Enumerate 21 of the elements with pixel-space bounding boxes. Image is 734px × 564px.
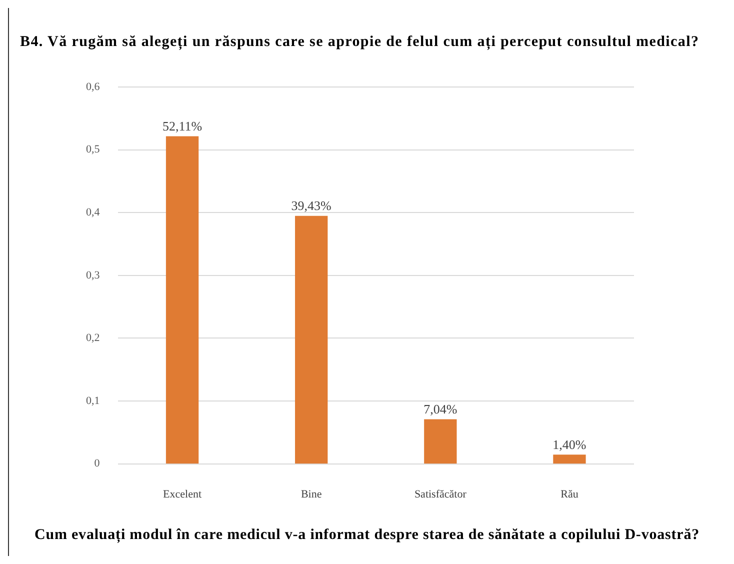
y-tick-label: 0,6 bbox=[86, 80, 100, 93]
bar bbox=[166, 136, 199, 464]
x-tick-label: Excelent bbox=[163, 488, 202, 500]
bar bbox=[295, 216, 328, 464]
x-axis-title: Cum evaluați modul în care medicul v-a informat despre starea de sănătate a copilului D-voastră? bbox=[34, 527, 700, 543]
data-label: 52,11% bbox=[162, 118, 202, 134]
y-tick-label: 0,5 bbox=[86, 144, 100, 156]
data-label: 7,04% bbox=[424, 402, 458, 417]
y-tick-label: 0,1 bbox=[86, 394, 100, 407]
chart-title: B4. Vă rugăm să alegeți un răspuns care se apropie de felul cum ați perceput consultul medical? bbox=[20, 34, 700, 51]
data-label: 39,43% bbox=[291, 198, 332, 214]
data-label: 1,40% bbox=[552, 436, 586, 452]
x-tick-label: Satisfăcător bbox=[414, 488, 467, 500]
x-tick-label: Rău bbox=[560, 488, 579, 500]
y-tick-label: 0,2 bbox=[86, 332, 100, 344]
y-tick-label: 0,3 bbox=[86, 269, 100, 282]
x-tick-label: Bine bbox=[300, 488, 322, 500]
y-tick-label: 0 bbox=[94, 458, 100, 470]
bar bbox=[553, 454, 586, 464]
bar bbox=[424, 419, 457, 464]
y-tick-label: 0,4 bbox=[86, 206, 100, 218]
